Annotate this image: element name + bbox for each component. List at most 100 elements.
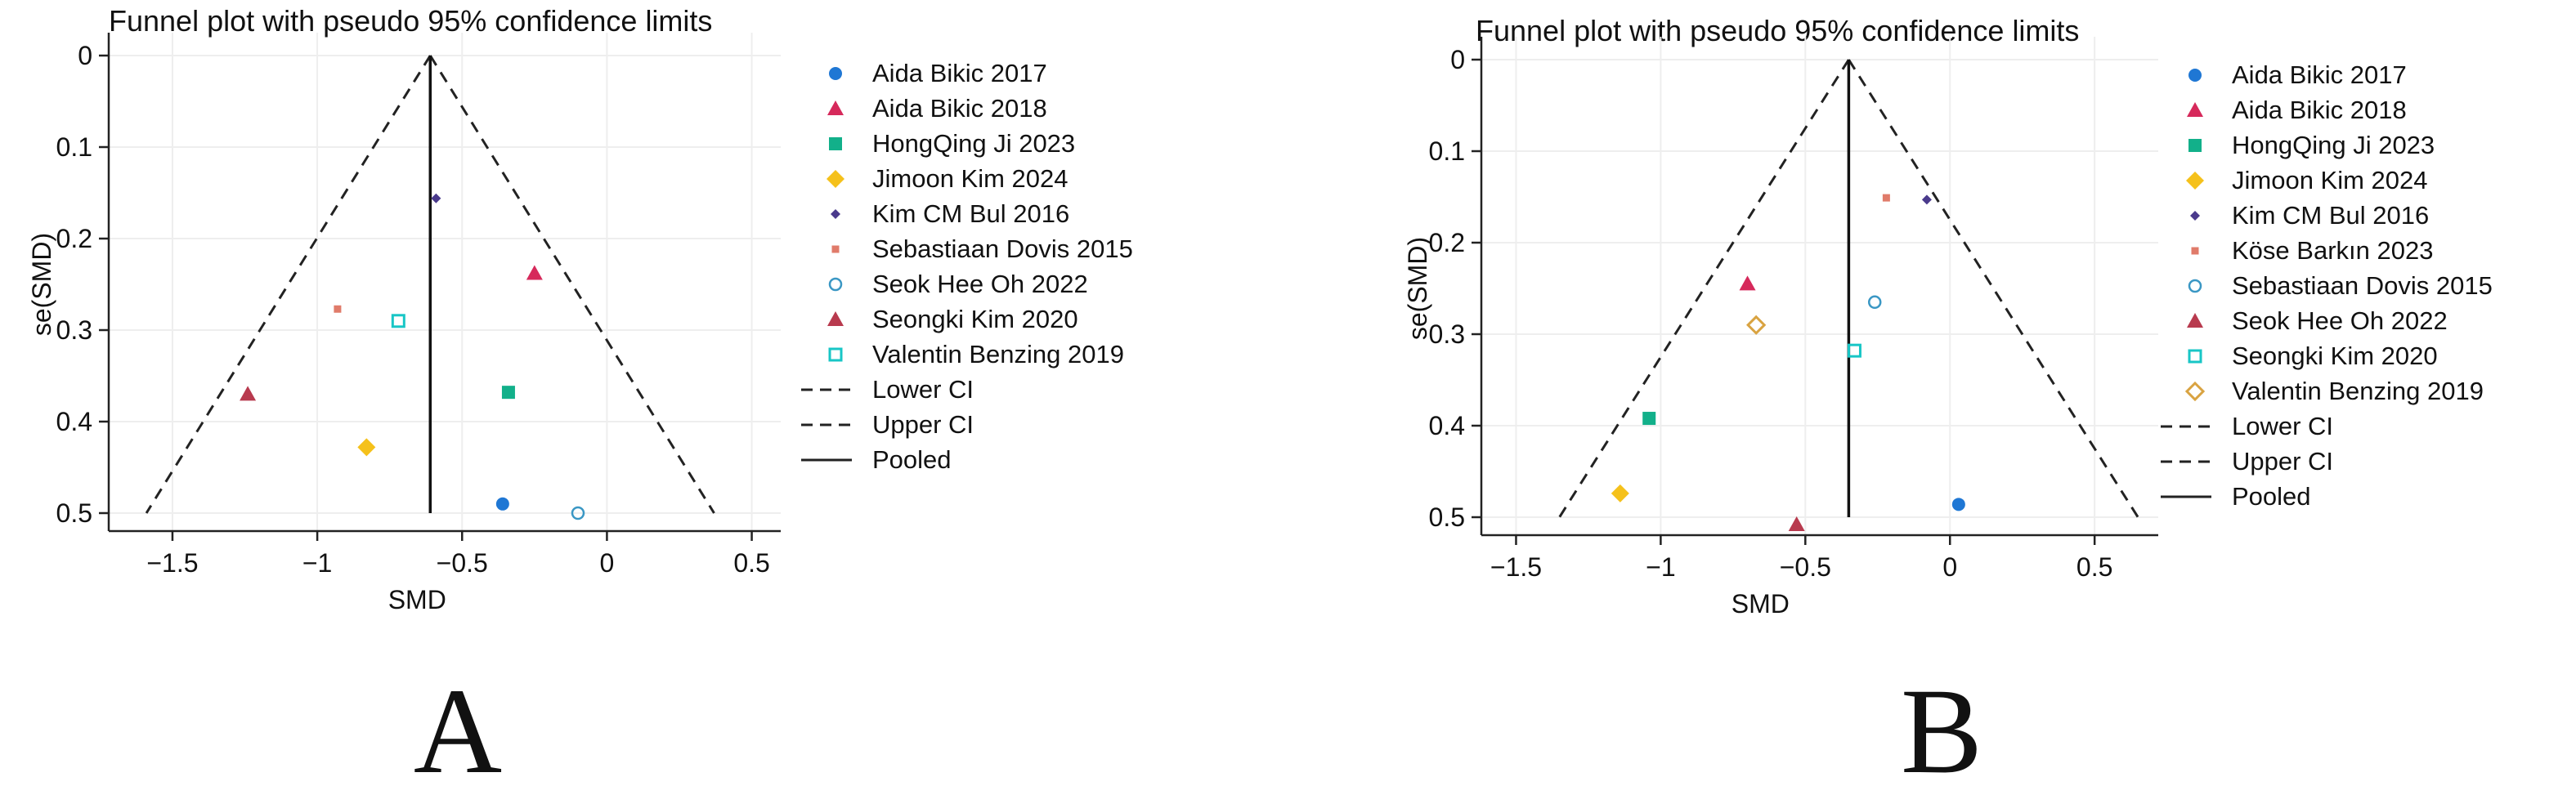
y-tick-label: 0.4	[56, 407, 92, 436]
x-tick-label: 0.5	[733, 548, 769, 578]
y-tick-label: 0.5	[1429, 502, 1465, 532]
legend-marker	[2188, 69, 2202, 82]
data-point	[334, 305, 342, 313]
legend-label: Aida Bikic 2018	[872, 94, 1047, 123]
legend-label: Pooled	[2232, 482, 2311, 511]
data-point	[1951, 498, 1965, 511]
legend-label: Aida Bikic 2017	[2232, 60, 2407, 89]
legend-marker	[829, 67, 842, 80]
legend-marker	[831, 209, 840, 219]
legend-label: Upper CI	[872, 410, 974, 439]
y-tick-label: 0.1	[1429, 136, 1465, 166]
legend-label: Köse Barkın 2023	[2232, 236, 2433, 265]
legend-marker	[828, 277, 843, 292]
data-point	[495, 497, 509, 511]
data-point	[357, 438, 376, 457]
legend-marker	[829, 137, 842, 150]
data-point	[1921, 194, 1932, 205]
chart-title: Funnel plot with pseudo 95% confidence l…	[109, 4, 712, 38]
data-point	[431, 193, 441, 203]
y-tick-label: 0.5	[56, 498, 92, 528]
legend-label: Valentin Benzing 2019	[2232, 377, 2484, 405]
legend-marker	[2187, 102, 2203, 117]
legend-label: HongQing Ji 2023	[2232, 131, 2435, 159]
data-point	[1739, 275, 1756, 291]
data-point	[501, 386, 515, 400]
legend-label: Seok Hee Oh 2022	[872, 270, 1088, 298]
legend-label: Seongki Kim 2020	[2232, 342, 2438, 370]
upper-ci-line	[429, 55, 715, 514]
legend: Aida Bikic 2017 Aida Bikic 2018 HongQing J…	[801, 59, 1133, 474]
legend-marker	[827, 311, 844, 326]
legend-label: Seok Hee Oh 2022	[2232, 306, 2448, 335]
y-tick-label: 0.2	[56, 224, 92, 253]
x-tick-label: 0	[1942, 552, 1957, 582]
chart-title: Funnel plot with pseudo 95% confidence l…	[1476, 14, 2079, 47]
legend-label: Kim CM Bul 2016	[2232, 201, 2429, 230]
legend-marker	[2187, 313, 2203, 328]
legend-label: Jimoon Kim 2024	[2232, 166, 2428, 194]
x-axis-label: SMD	[388, 585, 446, 614]
legend-marker	[831, 245, 840, 253]
y-tick-label: 0	[78, 41, 92, 70]
legend-label: Valentin Benzing 2019	[872, 340, 1124, 368]
x-tick-label: −0.5	[437, 548, 488, 578]
legend-label: Lower CI	[872, 375, 974, 404]
data-point	[1867, 295, 1882, 310]
legend-label: Seongki Kim 2020	[872, 305, 1078, 333]
funnel-plot-b: Funnel plot with pseudo 95% confidence l…	[1403, 14, 2493, 786]
legend-marker	[2191, 247, 2199, 255]
y-axis-label: se(SMD)	[1403, 237, 1432, 340]
x-tick-label: −0.5	[1780, 552, 1831, 582]
x-tick-label: 0	[600, 548, 615, 578]
legend-marker	[2188, 139, 2202, 152]
y-tick-label: 0.4	[1429, 411, 1465, 440]
data-point	[1746, 315, 1767, 335]
y-axis-label: se(SMD)	[27, 233, 56, 336]
x-tick-label: −1.5	[146, 548, 198, 578]
legend-label: Pooled	[872, 445, 952, 474]
legend-label: Upper CI	[2232, 447, 2333, 476]
y-tick-label: 0.3	[1429, 319, 1465, 349]
x-tick-label: 0.5	[2076, 552, 2112, 582]
legend-marker	[827, 100, 844, 115]
data-point	[1847, 343, 1861, 358]
legend-label: Jimoon Kim 2024	[872, 164, 1068, 193]
legend-label: HongQing Ji 2023	[872, 129, 1075, 158]
legend-marker	[2190, 211, 2200, 221]
legend-marker	[828, 347, 843, 362]
legend-label: Sebastiaan Dovis 2015	[872, 234, 1133, 263]
panel-label: B	[1901, 663, 1982, 786]
data-point	[526, 265, 543, 280]
legend-label: Kim CM Bul 2016	[872, 199, 1069, 228]
legend-marker	[827, 170, 844, 188]
x-tick-label: −1.5	[1490, 552, 1542, 582]
y-tick-label: 0.2	[1429, 228, 1465, 257]
x-tick-label: −1	[302, 548, 332, 578]
legend-label: Lower CI	[2232, 412, 2333, 440]
lower-ci-line	[145, 55, 432, 514]
data-point	[391, 314, 405, 328]
funnel-plot-a: Funnel plot with pseudo 95% confidence l…	[27, 4, 1133, 786]
upper-ci-line	[1848, 59, 2139, 518]
legend-label: Aida Bikic 2018	[2232, 96, 2407, 124]
legend: Aida Bikic 2017 Aida Bikic 2018 HongQing J…	[2161, 60, 2493, 511]
y-tick-label: 0.1	[56, 132, 92, 162]
data-point	[1642, 412, 1656, 426]
data-point	[240, 386, 257, 401]
legend-label: Sebastiaan Dovis 2015	[2232, 271, 2493, 300]
data-point	[1611, 484, 1629, 502]
data-point	[571, 506, 585, 520]
legend-marker	[2184, 381, 2206, 402]
legend-marker	[2188, 279, 2202, 293]
y-tick-label: 0	[1450, 45, 1465, 74]
data-point	[1788, 516, 1805, 531]
data-point	[1882, 194, 1890, 202]
panel-label: A	[414, 663, 502, 786]
x-axis-label: SMD	[1732, 589, 1790, 619]
legend-marker	[2186, 172, 2204, 190]
legend-marker	[2188, 349, 2202, 364]
legend-label: Aida Bikic 2017	[872, 59, 1047, 87]
x-tick-label: −1	[1646, 552, 1675, 582]
